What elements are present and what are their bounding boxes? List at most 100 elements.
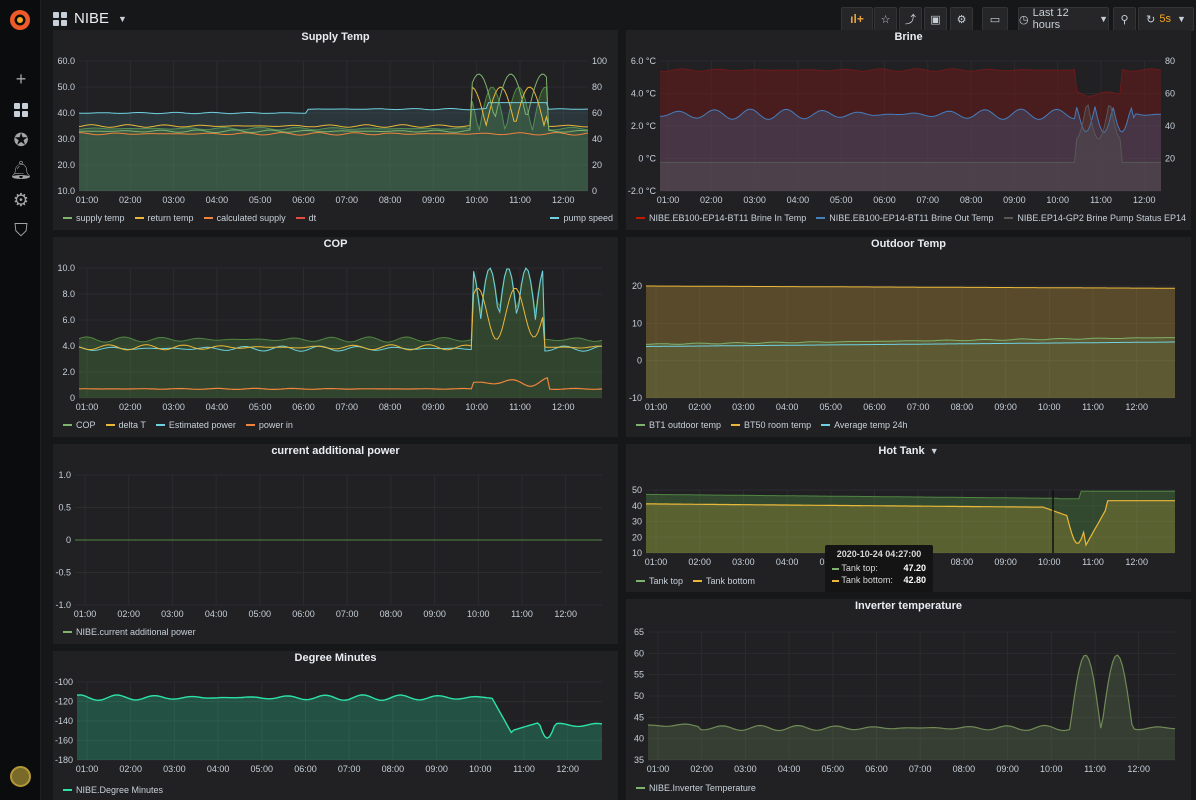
legend-swatch (245, 424, 255, 426)
legend-item[interactable]: BT50 room temp (731, 420, 811, 430)
dashboards-icon[interactable] (10, 99, 32, 121)
panel-hot-tank[interactable]: Hot Tank ▼ 50 40 30 20 10 01:00 02:00 03:00 04:0… (626, 444, 1191, 592)
y2-tick-label: 40 (592, 134, 602, 144)
y-tick-label: 60 (634, 648, 644, 658)
save-button[interactable]: ▣ (924, 7, 947, 31)
y-tick-label: 1.0 (58, 470, 71, 480)
y2-tick-label: 80 (1165, 56, 1175, 66)
x-tick-label: 10:00 (465, 402, 488, 412)
panel-supply-temp[interactable]: Supply Temp 60.0 50.0 40.0 30.0 20.0 10.0 100 8… (53, 30, 618, 230)
time-range-picker[interactable]: ◷ Last 12 hours ▼ (1018, 7, 1109, 31)
legend-item[interactable]: NIBE.Degree Minutes (63, 785, 163, 795)
x-tick-label: 11:00 (1084, 764, 1106, 774)
y2-tick-label: 80 (592, 82, 602, 92)
graph-legend-right: pump speed (550, 213, 613, 223)
x-tick-label: 02:00 (700, 195, 723, 205)
x-tick-label: 02:00 (119, 764, 142, 774)
legend-item[interactable]: dt (295, 213, 316, 223)
gear-icon[interactable]: ⚙ (12, 189, 30, 210)
share-button[interactable]: ⤴ (899, 7, 922, 31)
legend-item[interactable]: NIBE.EB100-EP14-BT11 Brine Out Temp (816, 213, 994, 223)
x-tick-label: 07:00 (907, 402, 930, 412)
legend-item[interactable]: pump speed (550, 213, 613, 223)
plus-icon[interactable]: + (15, 68, 27, 89)
bell-icon[interactable]: 🔔︎ (9, 159, 33, 180)
avatar[interactable] (10, 766, 31, 787)
legend-item[interactable]: power in (245, 420, 293, 430)
star-icon: ☆ (880, 13, 891, 26)
graph-legend: NIBE.Degree Minutes (63, 785, 163, 795)
panel-brine[interactable]: Brine 6.0 °C 4.0 °C 2.0 °C 0 °C -2.0 °C 80 60 4… (626, 30, 1191, 230)
legend-label: calculated supply (216, 213, 286, 223)
graph-canvas[interactable]: 60.0 50.0 40.0 30.0 20.0 10.0 100 80 60 40 20 0 01:0… (53, 30, 618, 230)
series-area (79, 87, 588, 191)
y-tick-label: 50 (632, 485, 642, 495)
legend-item[interactable]: Tank bottom (693, 576, 755, 586)
graph-canvas[interactable]: 10.0 8.0 6.0 4.0 2.0 001:00 02:00 03:00 04:00 05:… (53, 237, 618, 437)
panel-current-additional-power[interactable]: current additional power 1.0 0.5 0 -0.5 -1.0… (53, 444, 618, 644)
graph-canvas[interactable]: 6.0 °C 4.0 °C 2.0 °C 0 °C -2.0 °C 80 60 40 20 01:… (626, 30, 1191, 230)
x-tick-label: 02:00 (119, 402, 142, 412)
panel-degree-minutes[interactable]: Degree Minutes -100 -120 -140 -160 -180 01:00… (53, 651, 618, 800)
x-tick-label: 09:00 (996, 764, 1019, 774)
legend-item[interactable]: NIBE.current additional power (63, 627, 196, 637)
grafana-logo-icon[interactable] (8, 8, 32, 32)
y-tick-label: 10 (632, 318, 642, 328)
legend-item[interactable]: calculated supply (203, 213, 286, 223)
panel-inverter-temperature[interactable]: Inverter temperature 65 60 55 50 45 40 35 01:00… (626, 599, 1191, 800)
chevron-down-icon[interactable]: ▼ (929, 446, 939, 456)
refresh-interval: 5s (1159, 13, 1171, 25)
settings-button[interactable]: ⚙ (950, 7, 973, 31)
zoom-out-button[interactable]: ⚲ (1113, 7, 1136, 31)
y2-tick-label: 60 (592, 108, 602, 118)
refresh-picker[interactable]: ↻ 5s ▼ (1138, 7, 1194, 31)
compass-icon[interactable]: ✪ (13, 129, 29, 150)
legend-item[interactable]: delta T (105, 420, 146, 430)
shield-icon[interactable]: ⛉ (14, 219, 28, 240)
add-panel-button[interactable]: ıl+ (841, 7, 873, 31)
legend-item[interactable]: BT1 outdoor temp (636, 420, 721, 430)
y-tick-label: 0 (637, 356, 642, 366)
legend-item[interactable]: COP (63, 420, 96, 430)
graph-canvas[interactable]: 504030201001:0002:0003:0004:0005:0006:00… (626, 444, 1191, 592)
legend-swatch (550, 217, 560, 219)
panel-cop[interactable]: COP 10.0 8.0 6.0 4.0 2.0 0 01:00 02:00 03:00 04:0… (53, 237, 618, 437)
panel-outdoor-temp[interactable]: Outdoor Temp 20 10 0 -10 01:00 02:00 03:00 04:0… (626, 237, 1191, 437)
legend-item[interactable]: return temp (134, 213, 194, 223)
x-tick-label: 05:00 (249, 402, 272, 412)
series-line (79, 376, 603, 390)
legend-item[interactable]: NIBE.EP14-GP2 Brine Pump Status EP14 (1004, 213, 1186, 223)
x-tick-label: 11:00 (511, 609, 533, 619)
series-line (648, 654, 1176, 732)
legend-item[interactable]: Estimated power (155, 420, 236, 430)
x-tick-label: 08:00 (953, 764, 976, 774)
x-tick-label: 09:00 (1003, 195, 1026, 205)
x-tick-label: 05:00 (249, 609, 272, 619)
legend-swatch (636, 217, 645, 219)
legend-item[interactable]: Average temp 24h (821, 420, 907, 430)
legend-item[interactable]: NIBE.EB100-EP14-BT11 Brine In Temp (636, 213, 806, 223)
x-tick-label: 10:00 (1038, 402, 1061, 412)
x-tick-label: 12:00 (556, 764, 579, 774)
x-tick-label: 01:00 (76, 195, 99, 205)
x-tick-label: 07:00 (336, 609, 359, 619)
legend-item[interactable]: Tank top (636, 576, 683, 586)
x-tick-label: 08:00 (951, 557, 974, 567)
tv-mode-button[interactable]: ▭ (982, 7, 1008, 31)
legend-label: supply temp (76, 213, 125, 223)
x-tick-label: 08:00 (960, 195, 983, 205)
legend-item[interactable]: NIBE.Inverter Temperature (636, 783, 756, 793)
x-tick-label: 09:00 (425, 764, 448, 774)
y-tick-label: 8.0 (62, 289, 75, 299)
legend-item[interactable]: supply temp (63, 213, 125, 223)
x-tick-label: 08:00 (379, 195, 402, 205)
tooltip-time: 2020-10-24 04:27:00 (836, 549, 922, 559)
dashboard-picker[interactable]: NIBE ▼ (53, 10, 127, 27)
graph-canvas[interactable]: 1.0 0.5 0 -0.5 -1.001:00 02:00 03:00 04:00 05:00… (53, 444, 618, 644)
series-line (76, 694, 603, 740)
star-button[interactable]: ☆ (874, 7, 897, 31)
x-tick-label: 09:00 (422, 402, 445, 412)
